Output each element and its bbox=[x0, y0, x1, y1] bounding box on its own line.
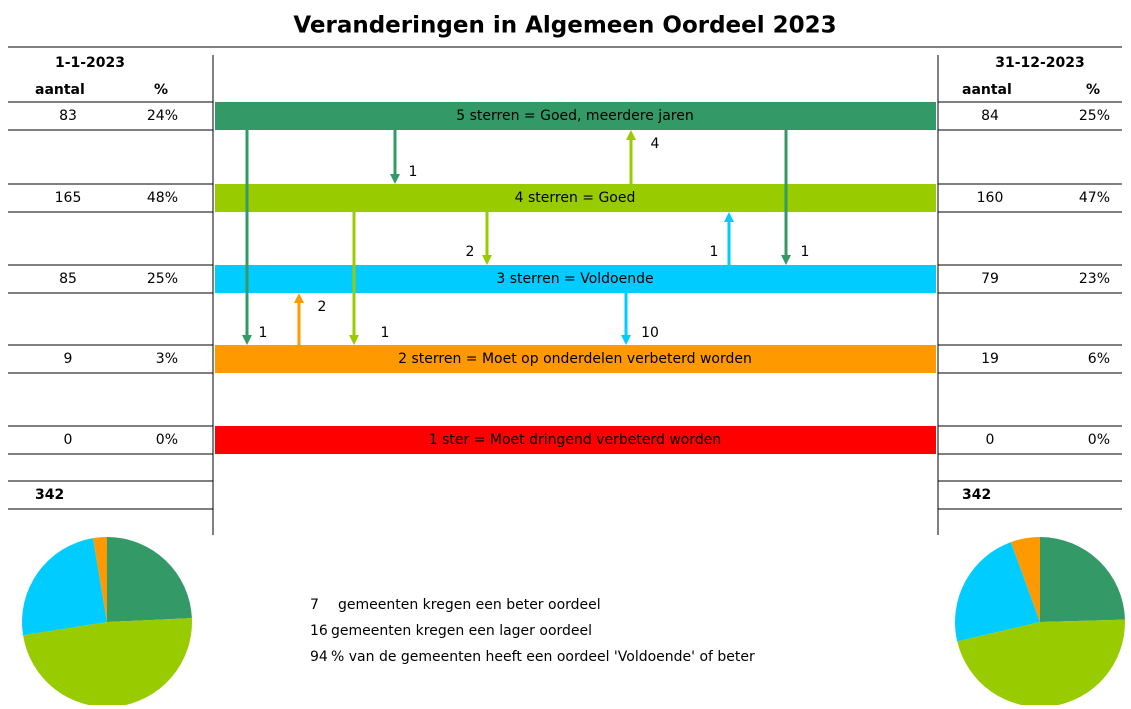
end-count: 79 bbox=[981, 271, 999, 287]
start-date: 1-1-2023 bbox=[55, 55, 125, 71]
start-count: 83 bbox=[59, 108, 77, 124]
start-pct: 3% bbox=[156, 351, 178, 367]
level-label: 1 ster = Moet dringend verbeterd worden bbox=[429, 432, 721, 448]
level-bar bbox=[215, 345, 936, 373]
pie-slice bbox=[957, 619, 1126, 707]
summary-text: % van de gemeenten heeft een oordeel 'Vo… bbox=[331, 649, 755, 665]
level-label: 2 sterren = Moet op onderdelen verbeterd… bbox=[398, 351, 752, 367]
transition-count: 4 bbox=[651, 136, 660, 152]
column-header: % bbox=[154, 82, 168, 98]
level-label: 4 sterren = Goed bbox=[515, 190, 636, 206]
end-count: 84 bbox=[981, 108, 999, 124]
end-pct: 23% bbox=[1079, 271, 1110, 287]
end-count: 160 bbox=[977, 190, 1004, 206]
transition-count: 1 bbox=[259, 325, 268, 341]
pie-slice bbox=[23, 618, 192, 707]
pie-slice bbox=[22, 538, 107, 636]
end-date: 31-12-2023 bbox=[995, 55, 1085, 71]
level-bar bbox=[215, 184, 936, 212]
level-label: 3 sterren = Voldoende bbox=[496, 271, 653, 287]
end-total: 342 bbox=[962, 487, 991, 503]
arrow-head bbox=[482, 255, 492, 265]
transition-count: 1 bbox=[381, 325, 390, 341]
arrow-head bbox=[724, 212, 734, 222]
summary-number: 7 bbox=[310, 597, 319, 613]
arrow-head bbox=[626, 130, 636, 140]
summary-text: gemeenten kregen een beter oordeel bbox=[338, 597, 601, 613]
pie-slice bbox=[1040, 537, 1125, 622]
start-count: 165 bbox=[55, 190, 82, 206]
column-header: % bbox=[1086, 82, 1100, 98]
start-count: 0 bbox=[64, 432, 73, 448]
transition-count: 2 bbox=[466, 244, 475, 260]
transition-count: 1 bbox=[710, 244, 719, 260]
pie-slice bbox=[93, 537, 107, 622]
pie-slice bbox=[955, 542, 1040, 642]
start-pct: 48% bbox=[147, 190, 178, 206]
arrow-head bbox=[390, 174, 400, 184]
title: Veranderingen in Algemeen Oordeel 2023 bbox=[293, 13, 836, 39]
end-pct: 25% bbox=[1079, 108, 1110, 124]
arrow-head bbox=[349, 335, 359, 345]
end-pct: 6% bbox=[1088, 351, 1110, 367]
start-total: 342 bbox=[35, 487, 64, 503]
transition-count: 1 bbox=[409, 164, 418, 180]
level-bar bbox=[215, 265, 936, 293]
level-bar bbox=[215, 426, 936, 454]
arrow-head bbox=[242, 335, 252, 345]
transition-count: 10 bbox=[641, 325, 659, 341]
summary-text: gemeenten kregen een lager oordeel bbox=[331, 623, 592, 639]
pie-slice bbox=[1010, 537, 1040, 622]
summary-number: 94 bbox=[310, 649, 328, 665]
arrow-head bbox=[621, 335, 631, 345]
level-bar bbox=[215, 102, 936, 130]
start-pct: 0% bbox=[156, 432, 178, 448]
arrow-head bbox=[294, 293, 304, 303]
column-header: aantal bbox=[35, 82, 85, 98]
pie-slice bbox=[107, 537, 192, 622]
transition-count: 1 bbox=[801, 244, 810, 260]
level-label: 5 sterren = Goed, meerdere jaren bbox=[456, 108, 693, 124]
summary-number: 16 bbox=[310, 623, 328, 639]
start-pct: 24% bbox=[147, 108, 178, 124]
end-count: 0 bbox=[986, 432, 995, 448]
transition-count: 2 bbox=[318, 299, 327, 315]
end-pct: 47% bbox=[1079, 190, 1110, 206]
column-header: aantal bbox=[962, 82, 1012, 98]
arrow-head bbox=[781, 255, 791, 265]
end-pct: 0% bbox=[1088, 432, 1110, 448]
start-count: 9 bbox=[64, 351, 73, 367]
end-count: 19 bbox=[981, 351, 999, 367]
start-count: 85 bbox=[59, 271, 77, 287]
start-pct: 25% bbox=[147, 271, 178, 287]
